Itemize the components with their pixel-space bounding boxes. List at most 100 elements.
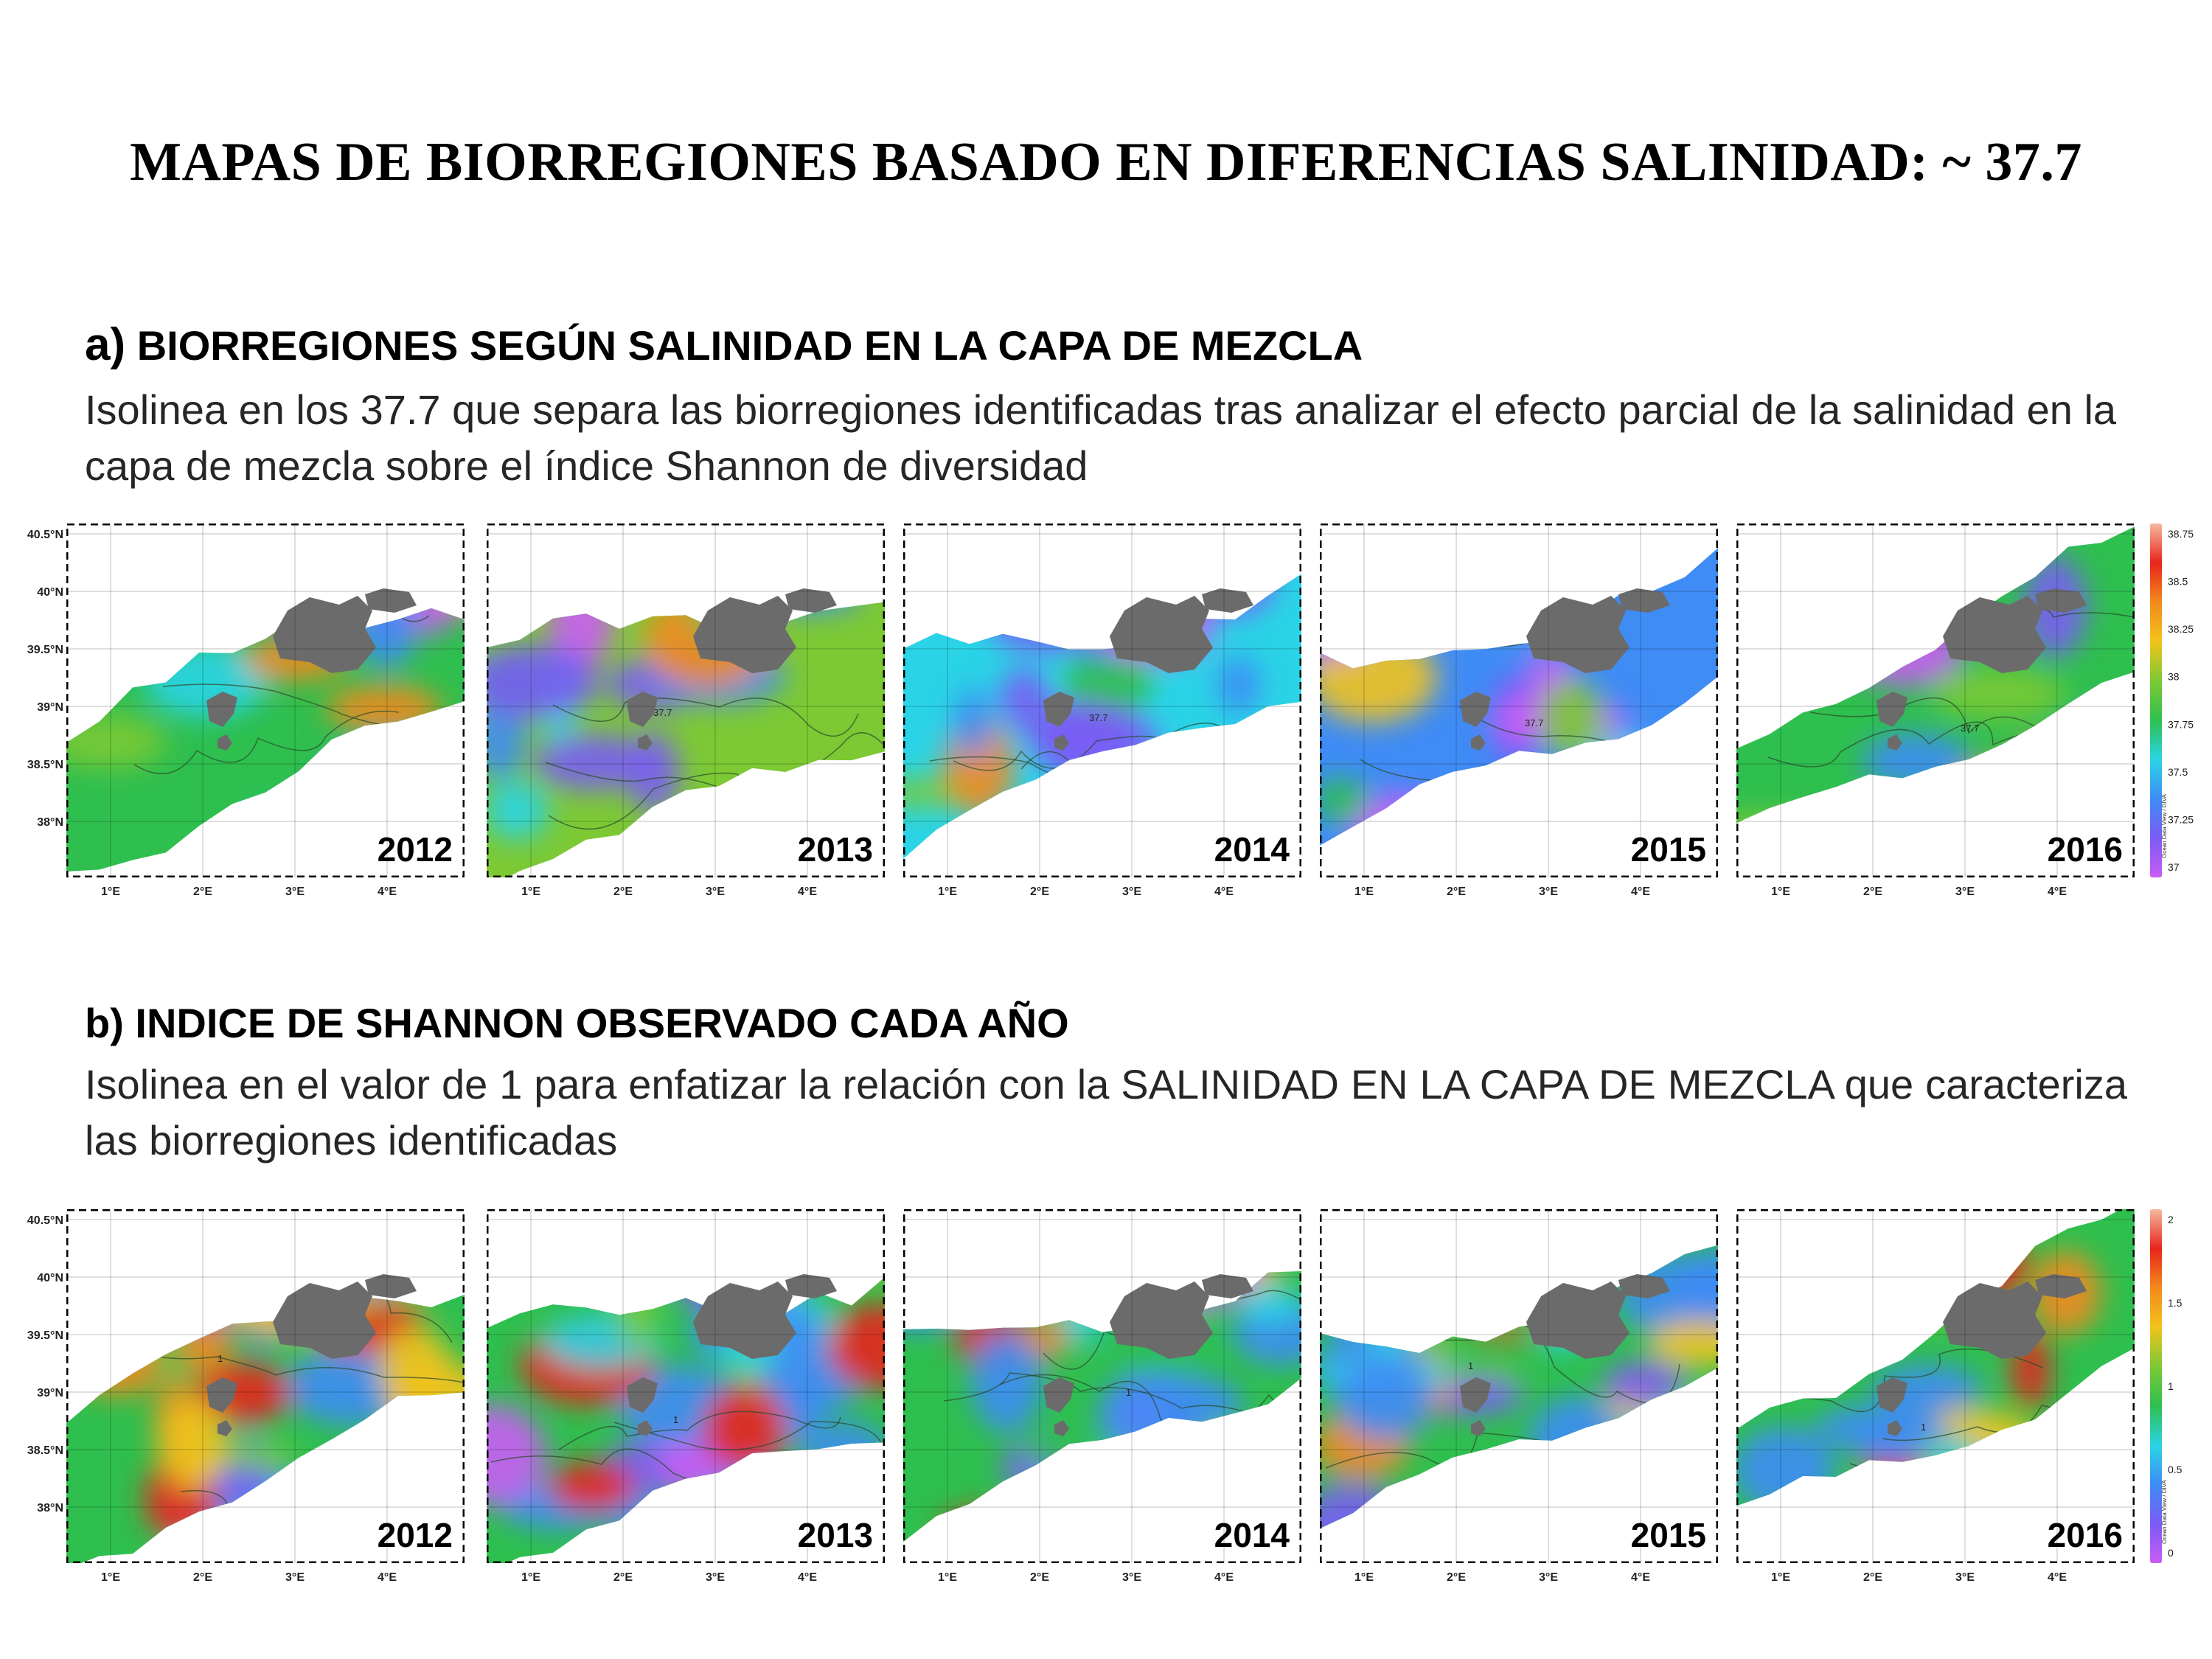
islands-land: [1460, 1274, 1670, 1436]
lon-tick-label: 3°E: [285, 1571, 305, 1584]
map-panel-2013: 37.7 2013: [486, 523, 886, 885]
contour-label: 1: [218, 1353, 223, 1364]
lat-tick-label: 38.5°N: [27, 759, 63, 771]
graticule: [66, 1209, 465, 1563]
graticule: [66, 524, 465, 877]
map-panel-2015: 1 2015: [1319, 1208, 1719, 1567]
islands-land: [1460, 588, 1670, 751]
map-frame: [486, 523, 886, 878]
lon-tick-label: 2°E: [1863, 886, 1882, 898]
map-frame: [1319, 1208, 1719, 1564]
contour-label: 37.7: [653, 707, 672, 718]
lon-tick-label: 1°E: [101, 886, 120, 898]
map-panel-2015: 37.7 2015: [1319, 523, 1719, 881]
section-a-heading: a) BIORREGIONES SEGÚN SALINIDAD EN LA CA…: [85, 319, 1363, 371]
lat-tick-label: 39°N: [37, 1387, 63, 1399]
lon-axis: 1°E 2°E 3°E 4°E: [1736, 1565, 2135, 1590]
lon-axis: 1°E 2°E 3°E 4°E: [903, 1565, 1301, 1590]
lon-tick-label: 2°E: [1447, 1571, 1466, 1584]
field-layer: 1: [66, 1294, 465, 1563]
colorbar-tick-label: 38: [2168, 671, 2180, 683]
contour-label: 1: [1468, 1360, 1473, 1371]
graticule: [903, 524, 1301, 877]
field-layer: 37.7: [1736, 526, 2135, 824]
section-a-label: a): [85, 319, 126, 370]
lon-tick-label: 1°E: [938, 1571, 957, 1584]
lon-axis: 1°E 2°E 3°E 4°E: [66, 879, 465, 905]
map-frame: [1736, 1208, 2135, 1564]
lon-tick-label: 4°E: [798, 1571, 817, 1584]
colorbar-tick-label: 2: [2168, 1214, 2174, 1225]
islands-land: [206, 1274, 417, 1436]
colorbar-credit: Ocean Data View / DIVA: [2161, 793, 2168, 858]
lon-axis: 1°E 2°E 3°E 4°E: [487, 879, 885, 905]
lon-tick-label: 3°E: [1539, 1571, 1558, 1584]
lon-tick-label: 1°E: [1771, 886, 1790, 898]
section-b-description: Isolinea en el valor de 1 para enfatizar…: [85, 1061, 2127, 1164]
colorbar-credit: Ocean Data View / DIVA: [2161, 1479, 2168, 1544]
colorbar-tick-label: 37.5: [2168, 766, 2188, 778]
lon-axis: 1°E 2°E 3°E 4°E: [903, 879, 1301, 905]
colorbar-tick-label: 0.5: [2168, 1464, 2183, 1475]
islands-land: [1877, 1274, 2087, 1436]
map-frame: [66, 1208, 465, 1564]
map-frame: [902, 523, 1302, 878]
year-label: 2014: [1214, 1516, 1290, 1554]
graticule: [1320, 1209, 1718, 1563]
graticule: [1736, 524, 2135, 877]
year-label: 2016: [2048, 1516, 2123, 1554]
field-layer: 37.7: [66, 608, 465, 872]
islands-land: [627, 1274, 837, 1436]
islands-land: [1877, 588, 2087, 751]
lon-tick-label: 2°E: [1863, 1571, 1882, 1584]
lon-axis: 1°E 2°E 3°E 4°E: [1320, 879, 1718, 905]
graticule: [903, 1209, 1301, 1563]
graticule: [1736, 1209, 2135, 1563]
islands-land: [627, 588, 837, 751]
lon-tick-label: 1°E: [1354, 886, 1374, 898]
lon-tick-label: 3°E: [1539, 886, 1558, 898]
map-panel-2012: 1 2012: [66, 1208, 465, 1567]
map-panel-2012: 37.72012: [66, 523, 465, 881]
lon-tick-label: 2°E: [1447, 886, 1466, 898]
colorbar-tick-label: 38.25: [2168, 623, 2194, 635]
map-panel-2014: 37.7 2014: [902, 523, 1302, 881]
lon-tick-label: 1°E: [938, 886, 957, 898]
lon-tick-label: 3°E: [1122, 1571, 1141, 1584]
lat-tick-label: 39.5°N: [27, 644, 63, 656]
lon-axis: 1°E 2°E 3°E 4°E: [1736, 879, 2135, 905]
islands-land: [206, 588, 417, 751]
colorbar-tick-label: 0: [2168, 1547, 2174, 1559]
lon-tick-label: 1°E: [1771, 1571, 1790, 1584]
lon-tick-label: 4°E: [1214, 886, 1234, 898]
lon-tick-label: 1°E: [101, 1571, 120, 1584]
page-title: MAPAS DE BIORREGIONES BASADO EN DIFERENC…: [130, 132, 2082, 192]
colorbar-tick-label: 1: [2168, 1380, 2174, 1392]
section-a-description: Isolinea en los 37.7 que separa las bior…: [85, 386, 2117, 489]
lon-tick-label: 4°E: [2048, 886, 2067, 898]
colorbar-tick-label: 37.25: [2168, 813, 2194, 825]
islands-land: [1043, 1274, 1253, 1436]
field-layer: 1: [487, 1277, 885, 1565]
lon-tick-label: 1°E: [521, 1571, 540, 1584]
lon-tick-label: 3°E: [1955, 1571, 1975, 1584]
contour-label: 1: [1126, 1387, 1131, 1398]
graticule: [487, 524, 885, 877]
lon-tick-label: 4°E: [1214, 1571, 1234, 1584]
field-layer: 37.7: [1320, 548, 1718, 846]
section-b-heading: b) INDICE DE SHANNON OBSERVADO CADA AÑO: [85, 1000, 1069, 1046]
lon-tick-label: 2°E: [193, 1571, 212, 1584]
lon-tick-label: 3°E: [706, 1571, 725, 1584]
colorbar: 38.75 38.5 38.25 38 37.75 37.5 37.25 37 Ocean Da…: [2146, 519, 2208, 886]
graticule: [1320, 524, 1718, 877]
year-label: 2015: [1631, 1516, 1706, 1554]
lat-tick-label: 38°N: [37, 816, 63, 829]
lat-axis: 40.5°N 40°N 39.5°N 39°N 38.5°N 38°N: [9, 524, 66, 881]
lat-tick-label: 38°N: [37, 1502, 63, 1514]
colorbar: 2 1.5 1 0.5 0 Ocean Data View / DIVA: [2146, 1205, 2208, 1571]
field-layer: 1: [903, 1271, 1301, 1543]
field-layer: 1: [1736, 1201, 2135, 1506]
lon-tick-label: 4°E: [378, 1571, 397, 1584]
lon-tick-label: 2°E: [1030, 886, 1049, 898]
field-layer: 37.7: [903, 574, 1301, 859]
